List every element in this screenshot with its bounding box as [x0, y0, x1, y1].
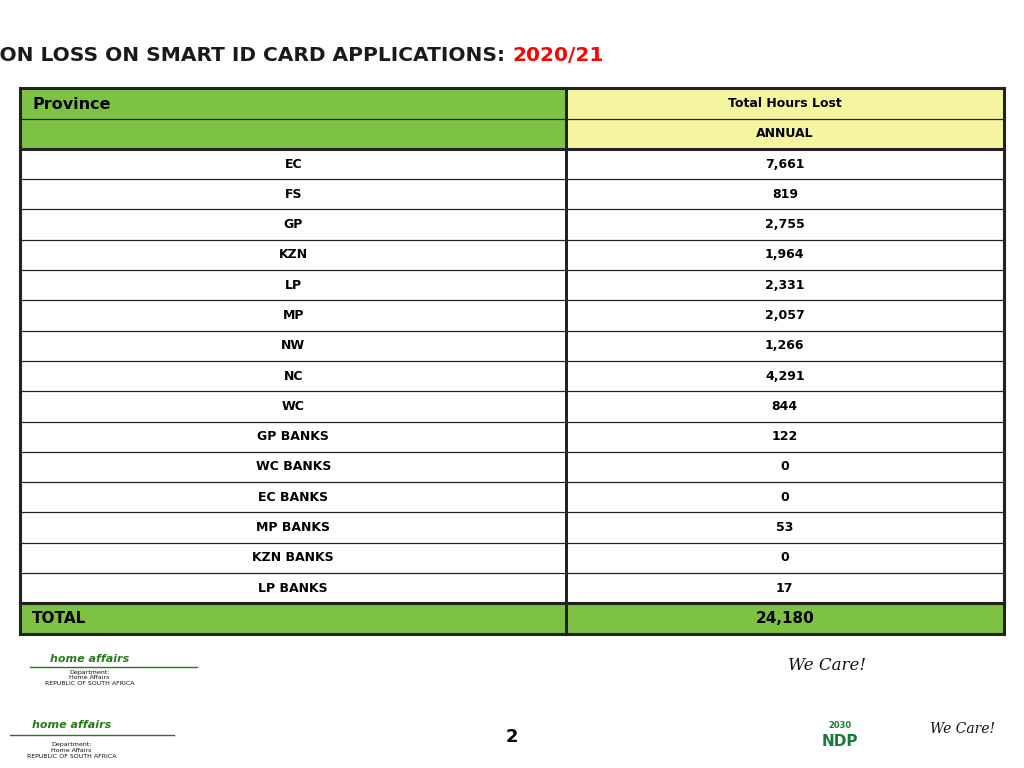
Text: 0: 0 [780, 491, 790, 504]
Text: 844: 844 [772, 400, 798, 413]
Text: LP BANKS: LP BANKS [258, 581, 328, 594]
Text: NDP: NDP [464, 668, 501, 684]
Bar [20, 270, 566, 300]
Text: MP BANKS: MP BANKS [256, 521, 331, 534]
Text: 2030: 2030 [828, 720, 851, 730]
Text: 4,291: 4,291 [765, 369, 805, 382]
Bar [566, 210, 1004, 240]
Bar [566, 512, 1004, 543]
Text: TOTAL: TOTAL [33, 611, 86, 626]
Text: 7,661: 7,661 [765, 157, 805, 170]
Bar [566, 179, 1004, 210]
Text: LP: LP [285, 279, 302, 292]
Bar [20, 240, 566, 270]
Text: Total Hours Lost: Total Hours Lost [728, 97, 842, 110]
Bar [20, 391, 566, 422]
Text: WC BANKS: WC BANKS [256, 461, 331, 474]
Text: NW: NW [282, 339, 305, 353]
Text: EC BANKS: EC BANKS [258, 491, 329, 504]
Text: 2,331: 2,331 [765, 279, 805, 292]
Bar [20, 88, 566, 118]
Bar [566, 573, 1004, 604]
Bar [20, 361, 566, 391]
Bar [20, 300, 566, 331]
Bar [566, 240, 1004, 270]
Text: Province: Province [33, 98, 111, 112]
Bar [20, 512, 566, 543]
Bar [20, 331, 566, 361]
Bar [566, 452, 1004, 482]
Text: 0: 0 [780, 461, 790, 474]
Bar [566, 331, 1004, 361]
Text: 1,266: 1,266 [765, 339, 805, 353]
Bar [20, 149, 566, 179]
Bar [20, 573, 566, 604]
Text: WC: WC [282, 400, 305, 413]
Text: 2: 2 [506, 727, 518, 746]
Bar [566, 391, 1004, 422]
Text: We Care!: We Care! [930, 722, 995, 736]
Bar [566, 604, 1004, 634]
Bar [566, 88, 1004, 118]
Text: 2,755: 2,755 [765, 218, 805, 231]
Bar [20, 179, 566, 210]
Text: Department:
Home Affairs
REPUBLIC OF SOUTH AFRICA: Department: Home Affairs REPUBLIC OF SOU… [44, 670, 134, 686]
Bar [20, 210, 566, 240]
Text: 17: 17 [776, 581, 794, 594]
Bar [20, 118, 566, 149]
Text: 0: 0 [780, 551, 790, 564]
Bar [20, 482, 566, 512]
Text: ANNUAL: ANNUAL [756, 127, 814, 141]
Text: KZN BANKS: KZN BANKS [253, 551, 334, 564]
Bar [20, 543, 566, 573]
Bar [20, 452, 566, 482]
Text: 2,057: 2,057 [765, 309, 805, 322]
Bar [20, 422, 566, 452]
Text: home affairs: home affairs [32, 720, 112, 730]
Text: EC: EC [285, 157, 302, 170]
Text: 2030: 2030 [471, 654, 494, 664]
Text: NC: NC [284, 369, 303, 382]
Text: 122: 122 [772, 430, 798, 443]
Text: GP: GP [284, 218, 303, 231]
Text: 819: 819 [772, 188, 798, 201]
Text: home affairs: home affairs [50, 654, 129, 664]
Text: PRODUCTION LOSS ON SMART ID CARD APPLICATIONS:: PRODUCTION LOSS ON SMART ID CARD APPLICA… [0, 46, 512, 65]
Text: 53: 53 [776, 521, 794, 534]
Bar [566, 361, 1004, 391]
Bar [566, 543, 1004, 573]
Bar [566, 270, 1004, 300]
Bar [566, 149, 1004, 179]
Text: FS: FS [285, 188, 302, 201]
Text: NDP: NDP [821, 734, 858, 749]
Text: 2020/21: 2020/21 [512, 46, 603, 65]
Bar [566, 118, 1004, 149]
Bar [566, 422, 1004, 452]
Bar [566, 300, 1004, 331]
Bar [20, 604, 566, 634]
Text: MP: MP [283, 309, 304, 322]
Text: 24,180: 24,180 [756, 611, 814, 626]
Text: We Care!: We Care! [787, 657, 865, 674]
Text: Department:
Home Affairs
REPUBLIC OF SOUTH AFRICA: Department: Home Affairs REPUBLIC OF SOU… [27, 742, 117, 759]
Text: GP BANKS: GP BANKS [257, 430, 329, 443]
Bar [566, 482, 1004, 512]
Text: KZN: KZN [279, 248, 308, 261]
Text: 1,964: 1,964 [765, 248, 805, 261]
